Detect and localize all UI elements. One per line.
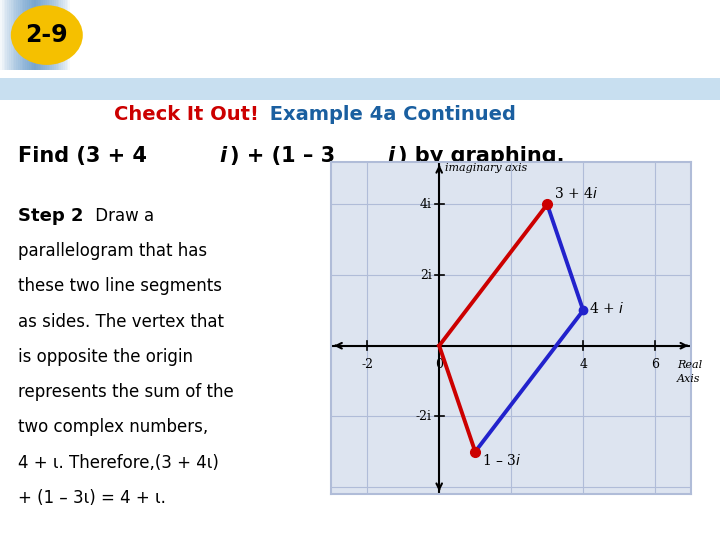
Bar [20,0,56,70]
Text: + (1 – 3ι) = 4 + ι.: + (1 – 3ι) = 4 + ι. [18,489,166,507]
Text: Find (3 + 4: Find (3 + 4 [18,146,147,166]
Text: Step 2: Step 2 [18,207,84,225]
Text: is opposite the origin: is opposite the origin [18,348,193,366]
Text: Operations with Complex Numbers: Operations with Complex Numbers [104,25,542,45]
Text: 1 – 3$i$: 1 – 3$i$ [482,454,521,469]
Bar [6,0,42,70]
Text: Real: Real [677,360,702,370]
Bar [25,0,61,70]
Bar [17,0,53,70]
Text: these two line segments: these two line segments [18,278,222,295]
Text: 0: 0 [435,358,444,371]
Text: 4: 4 [579,358,588,371]
Text: 2-9: 2-9 [25,23,68,47]
Text: Holt Mc.Dougal Algebra 2: Holt Mc.Dougal Algebra 2 [11,517,171,530]
Bar [2,0,37,70]
Text: Example 4a Continued: Example 4a Continued [263,105,516,124]
Text: i: i [220,146,227,166]
Text: i: i [387,146,395,166]
Bar [18,0,54,70]
Text: -2: -2 [361,358,373,371]
Text: -2i: -2i [416,410,432,423]
Text: 6: 6 [651,358,660,371]
Text: imaginary axis: imaginary axis [444,163,527,173]
Bar [14,0,50,70]
Text: parallelogram that has: parallelogram that has [18,242,207,260]
Text: ) + (1 – 3: ) + (1 – 3 [230,146,336,166]
Bar [29,0,65,70]
Ellipse shape [11,5,83,65]
Bar [32,0,68,70]
Bar [30,0,66,70]
Text: ) by graphing.: ) by graphing. [398,146,564,166]
Text: Axis: Axis [677,374,701,384]
Bar [9,0,45,70]
Bar [7,0,43,70]
Text: as sides. The vertex that: as sides. The vertex that [18,313,224,330]
Bar [12,0,48,70]
Bar [11,0,47,70]
Text: 4i: 4i [420,198,432,211]
Bar [4,0,40,70]
Bar [22,0,58,70]
Text: 4 + $i$: 4 + $i$ [588,301,624,316]
Bar [27,0,63,70]
Bar [0,78,720,100]
Text: two complex numbers,: two complex numbers, [18,418,208,436]
Text: Draw a: Draw a [90,207,154,225]
Text: represents the sum of the: represents the sum of the [18,383,234,401]
Text: Check It Out!: Check It Out! [114,105,259,124]
Text: 4 + ι. Therefore,(3 + 4ι): 4 + ι. Therefore,(3 + 4ι) [18,454,219,471]
Text: 3 + 4$i$: 3 + 4$i$ [554,186,598,201]
Bar [35,0,71,70]
Bar [0,0,36,70]
Text: 2i: 2i [420,268,432,281]
Bar [23,0,60,70]
Text: Copyright © by Holt Mc Dougal. All Rights Reserved.: Copyright © by Holt Mc Dougal. All Right… [435,519,709,529]
